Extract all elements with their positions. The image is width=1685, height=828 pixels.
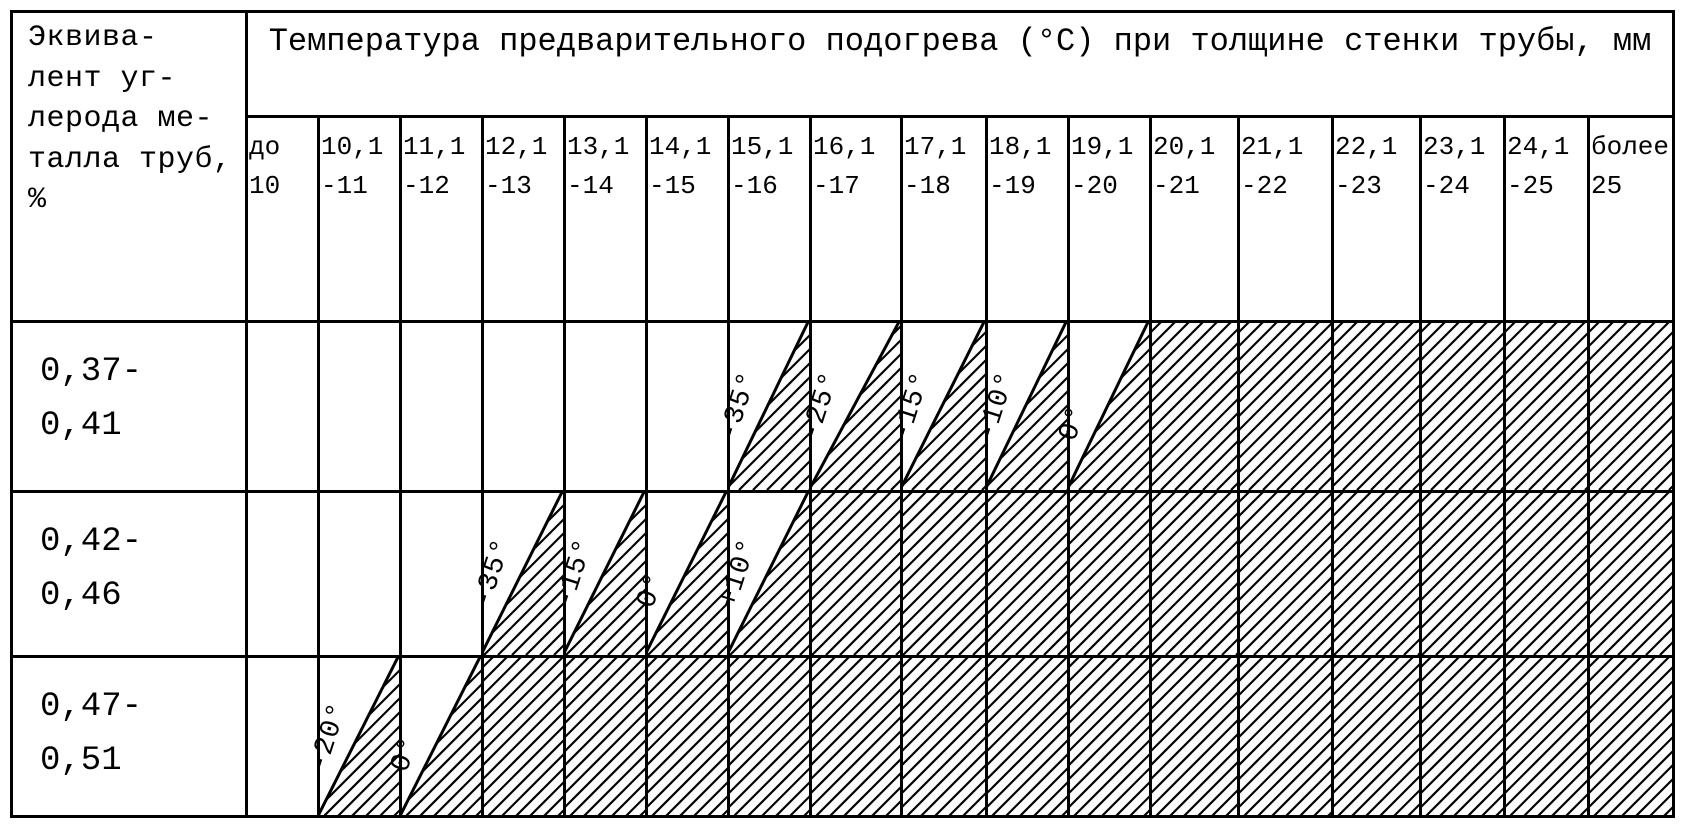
row-header: 0,37- 0,41 (40, 345, 230, 454)
hatched-cell (1503, 655, 1587, 818)
hatched-cell (809, 655, 900, 818)
hatched-cell (1331, 320, 1419, 490)
col-header-line1: 12,1 (485, 128, 563, 167)
hatched-cell (563, 655, 645, 818)
col-header-line1: 23,1 (1423, 128, 1503, 167)
hatched-cell (1587, 655, 1675, 818)
col-header: 15,1-16 (731, 128, 809, 308)
col-header: 11,1-12 (403, 128, 481, 308)
col-header-line2: -12 (403, 167, 481, 206)
page: Эквива- лент уг- лерода ме- талла труб, … (0, 0, 1685, 828)
col-header: 12,1-13 (485, 128, 563, 308)
hatched-cell (985, 655, 1067, 818)
col-header-line2: -24 (1423, 167, 1503, 206)
col-header: до10 (249, 128, 317, 308)
col-header: 18,1-19 (989, 128, 1067, 308)
col-header-line1: более (1591, 128, 1675, 167)
col-header-line2: -15 (649, 167, 727, 206)
col-header-line1: 14,1 (649, 128, 727, 167)
col-header-line2: -25 (1507, 167, 1587, 206)
hatched-cell (645, 655, 727, 818)
col-header-line1: 15,1 (731, 128, 809, 167)
hatched-cell (809, 490, 900, 655)
col-header-line1: 19,1 (1071, 128, 1149, 167)
col-header-line2: -19 (989, 167, 1067, 206)
col-header: 17,1-18 (904, 128, 985, 308)
hatched-cell (1067, 655, 1149, 818)
hatched-cell (1331, 490, 1419, 655)
hatched-cell (1587, 320, 1675, 490)
hatched-cell (1067, 320, 1149, 490)
col-header-line2: 10 (249, 167, 317, 206)
col-header-line1: 18,1 (989, 128, 1067, 167)
hatched-cell (1331, 655, 1419, 818)
col-header: 13,1-14 (567, 128, 645, 308)
hatched-cell (1419, 490, 1503, 655)
hatched-cell (1149, 320, 1237, 490)
col-header-line2: -16 (731, 167, 809, 206)
hatched-cell (1503, 320, 1587, 490)
col-header-line1: 22,1 (1335, 128, 1419, 167)
hatched-cell (727, 655, 809, 818)
hatched-cell (1149, 655, 1237, 818)
hatched-cell (1503, 490, 1587, 655)
col-header-line1: 24,1 (1507, 128, 1587, 167)
col-header-line2: -14 (567, 167, 645, 206)
col-header: 14,1-15 (649, 128, 727, 308)
col-header-line2: -21 (1153, 167, 1237, 206)
col-header: 16,1-17 (813, 128, 900, 308)
col-header-line1: до (249, 128, 317, 167)
col-header: 22,1-23 (1335, 128, 1419, 308)
col-header-line1: 11,1 (403, 128, 481, 167)
subheader-separator (245, 115, 1675, 118)
leftcol-separator (245, 10, 248, 818)
col-header: 24,1-25 (1507, 128, 1587, 308)
col-header-line1: 13,1 (567, 128, 645, 167)
row-header: 0,42- 0,46 (40, 515, 230, 624)
col-header: 20,1-21 (1153, 128, 1237, 308)
col-header-line2: -11 (321, 167, 399, 206)
spanning-title: Температура предварительного подогрева (… (255, 20, 1665, 63)
col-header-line1: 21,1 (1241, 128, 1331, 167)
col-header-line1: 10,1 (321, 128, 399, 167)
row-header: 0,47- 0,51 (40, 680, 230, 789)
col-header: 23,1-24 (1423, 128, 1503, 308)
col-header-line2: -23 (1335, 167, 1419, 206)
col-header-line1: 16,1 (813, 128, 900, 167)
hatched-cell (1067, 490, 1149, 655)
hatched-cell (1237, 490, 1331, 655)
col-header: 19,1-20 (1071, 128, 1149, 308)
hatched-cell (1419, 655, 1503, 818)
col-header: 10,1-11 (321, 128, 399, 308)
col-header: 21,1-22 (1241, 128, 1331, 308)
col-header-line2: -22 (1241, 167, 1331, 206)
hatched-cell (1237, 655, 1331, 818)
hatched-cell (481, 655, 563, 818)
hatched-cell (1237, 320, 1331, 490)
col-header: более25 (1591, 128, 1675, 308)
col-header-line1: 17,1 (904, 128, 985, 167)
col-header-line2: -13 (485, 167, 563, 206)
hatched-cell (1587, 490, 1675, 655)
col-header-line2: 25 (1591, 167, 1675, 206)
hatched-cell (900, 655, 985, 818)
col-header-line1: 20,1 (1153, 128, 1237, 167)
hatched-cell (985, 490, 1067, 655)
row-header-title: Эквива- лент уг- лерода ме- талла труб, … (28, 18, 238, 221)
hatched-cell (900, 490, 985, 655)
hatched-cell (1149, 490, 1237, 655)
hatched-cell (1419, 320, 1503, 490)
col-header-line2: -20 (1071, 167, 1149, 206)
col-header-line2: -18 (904, 167, 985, 206)
col-header-line2: -17 (813, 167, 900, 206)
